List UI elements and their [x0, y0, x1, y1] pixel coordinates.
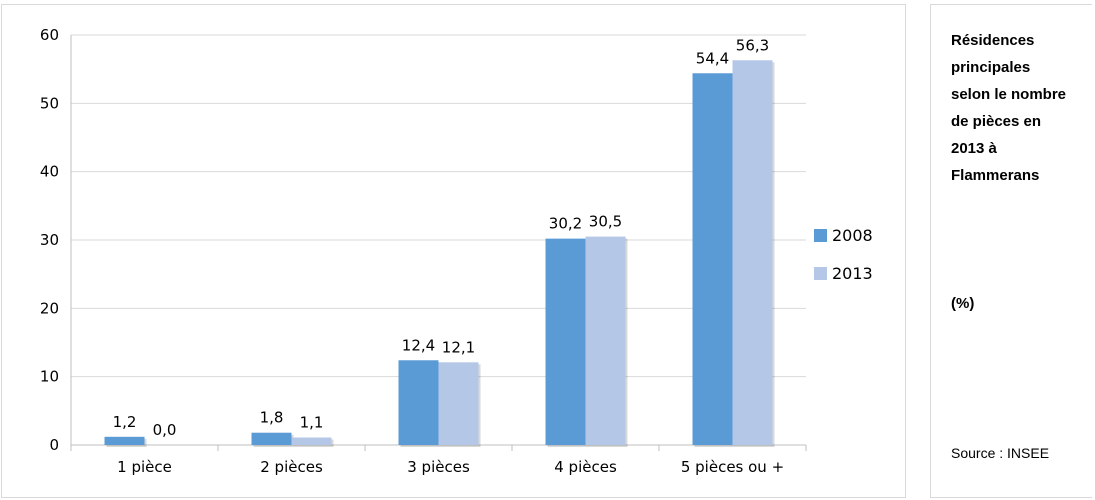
data-label: 1,8 [260, 409, 284, 427]
y-tick-label: 50 [40, 94, 59, 112]
bar-2008 [251, 432, 292, 445]
y-tick-label: 10 [40, 368, 59, 386]
bar-2008 [692, 73, 733, 446]
bar-2008 [104, 436, 145, 445]
y-tick-label: 20 [40, 299, 59, 317]
y-tick-label: 60 [40, 26, 59, 44]
data-label: 30,2 [549, 215, 582, 233]
y-tick-label: 40 [40, 163, 59, 181]
bar-2008 [545, 238, 586, 445]
legend-label: 2008 [832, 226, 873, 245]
x-category-label: 2 pièces [260, 458, 323, 476]
bar-chart: 0 10 20 30 40 50 60 1 pièce 1,2 0,0 2 pièces 1,8 1,1… [40, 26, 873, 476]
data-label: 54,4 [696, 49, 729, 67]
data-label: 12,1 [442, 338, 475, 356]
x-category-label: 5 pièces ou + [681, 458, 784, 476]
legend-swatch-2013 [814, 267, 827, 280]
bar-2013 [585, 236, 626, 445]
y-tick-label: 0 [49, 436, 59, 454]
legend-label: 2013 [832, 264, 873, 283]
side-panel: Résidences principales selon le nombre d… [930, 4, 1092, 498]
data-label: 1,1 [300, 413, 324, 431]
x-category-label: 3 pièces [407, 458, 470, 476]
chart-caption-title: Résidences principales selon le nombre d… [951, 32, 1067, 184]
bar-2013 [732, 60, 773, 446]
chart-caption-unit: (%) [951, 295, 975, 312]
data-label: 56,3 [736, 36, 769, 54]
x-category-label: 1 pièce [117, 458, 172, 476]
legend-swatch-2008 [814, 229, 827, 242]
data-label: 12,4 [402, 336, 435, 354]
bar-2013 [291, 437, 332, 445]
bar-2013 [438, 362, 479, 445]
data-label: 1,2 [113, 413, 137, 431]
data-label: 30,5 [589, 213, 622, 231]
bar-2008 [398, 360, 439, 445]
chart-source: Source : INSEE [951, 445, 1050, 461]
chart-frame: 0 10 20 30 40 50 60 1 pièce 1,2 0,0 2 pièces 1,8 1,1… [1, 4, 906, 498]
data-label: 0,0 [153, 421, 177, 439]
y-tick-label: 30 [40, 231, 59, 249]
x-category-label: 4 pièces [554, 458, 617, 476]
